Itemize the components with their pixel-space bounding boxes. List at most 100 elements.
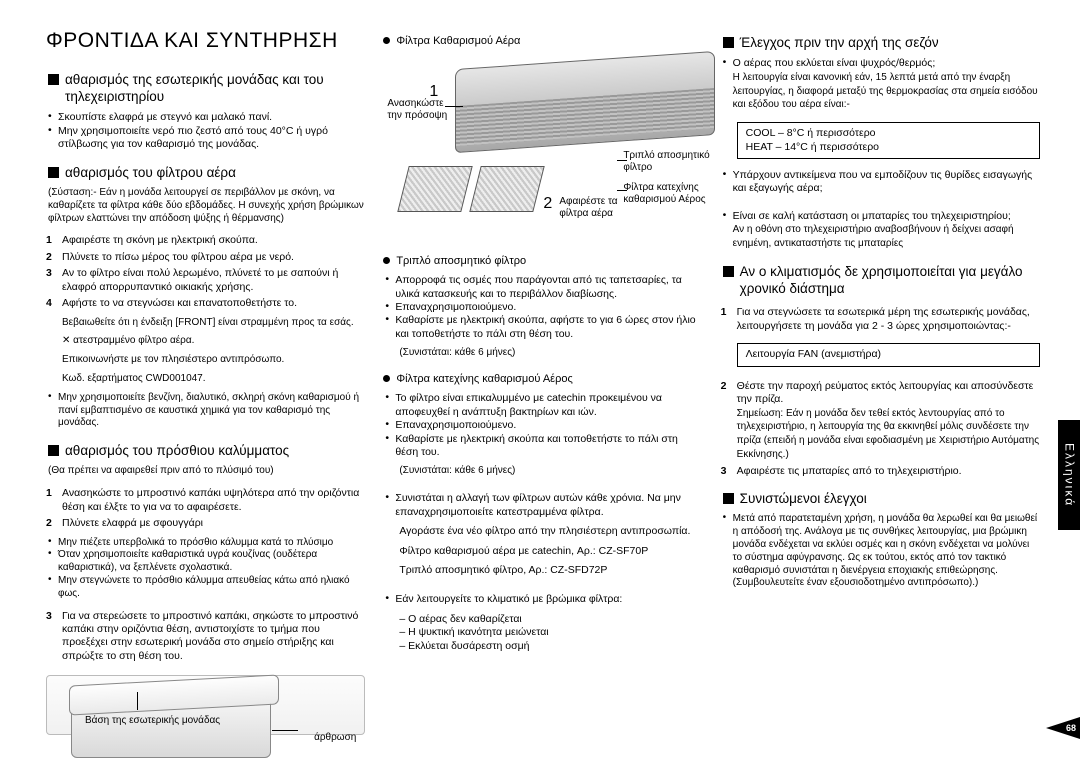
list-item: Ο αέρας που εκλύεται είναι ψυχρός/θερμός…: [723, 57, 1040, 112]
fan-mode-box: Λειτουργία FAN (ανεμιστήρα): [737, 343, 1040, 366]
list-item: Όταν χρησιμοποιείτε καθαριστικά υγρά κου…: [48, 549, 365, 575]
replace-list: Συνιστάται η αλλαγή των φίλτρων αυτών κά…: [383, 492, 702, 519]
sec-recommended: Συνιστώμενοι έλεγχοι: [721, 490, 1040, 507]
sub-catechin-filter: Φίλτρα κατεχίνης καθαρισμού Αέρος: [383, 372, 702, 386]
sec-clean-unit-list: Σκουπίστε ελαφρά με στεγνό και μαλακό πα…: [46, 111, 365, 151]
list-item: Αφαιρέστε τις μπαταρίες από το τηλεχειρι…: [721, 465, 1040, 478]
leader-line: [617, 190, 627, 191]
long-idle-steps: Για να στεγνώσετε τα εσωτερικά μέρη της …: [721, 303, 1040, 333]
sub-triple-filter: Τριπλό αποσμητικό φίλτρο: [383, 254, 702, 268]
list-item: Συνιστάται η αλλαγή των φίλτρων αυτών κά…: [385, 492, 702, 519]
list-item: Για να στεγνώσετε τα εσωτερικά μέρη της …: [721, 306, 1040, 333]
list-item: Το φίλτρο είναι επικαλυμμένο με catechin…: [385, 392, 702, 419]
leader-line: [617, 160, 627, 161]
precheck-q1: Ο αέρας που εκλύεται είναι ψυχρός/θερμός…: [733, 57, 936, 69]
list-item: Μην χρησιμοποιείτε νερό πιο ζεστό από το…: [48, 125, 365, 152]
manual-page: ΦΡΟΝΤΙΔΑ ΚΑΙ ΣΥΝΤΗΡΗΣΗ αθαρισμός της εσω…: [0, 0, 1080, 763]
precheck-list: Ο αέρας που εκλύεται είναι ψυχρός/θερμός…: [721, 57, 1040, 112]
temp-cool: COOL – 8°C ή περισσότερο: [746, 127, 1031, 140]
dash-item: – Ο αέρας δεν καθαρίζεται: [399, 613, 702, 626]
column-3: Έλεγχος πριν την αρχή της σεζόν Ο αέρας …: [721, 28, 1040, 735]
precheck-list-3: Είναι σε καλή κατάσταση οι μπαταρίες του…: [721, 210, 1040, 251]
dirty-results: – Ο αέρας δεν καθαρίζεται – Η ψυκτική ικ…: [383, 613, 702, 653]
temp-heat: HEAT – 14°C ή περισσότερο: [746, 141, 1031, 154]
sec-recommended-label: Συνιστώμενοι έλεγχοι: [740, 490, 867, 507]
list-item: Μην πιέζετε υπερβολικά το πρόσθιο κάλυμμ…: [48, 537, 365, 550]
chem-warn: Μην χρησιμοποιείτε βενζίνη, διαλυτικό, σ…: [46, 392, 365, 430]
list-item: Θέστε την παροχή ρεύματος εκτός λειτουργ…: [721, 380, 1040, 462]
sub-triple-filter-label: Τριπλό αποσμητικό φίλτρο: [396, 254, 526, 268]
sec-front-cover-steps: Ανασηκώστε το μπροστινό καπάκι υψηλότερα…: [46, 484, 365, 530]
filter-shape: [470, 166, 545, 212]
sub-triple-filter-list: Απορροφά τις οσμές που παράγονται από τι…: [383, 274, 702, 341]
ac-body-shape: [455, 51, 715, 153]
fig-label-raise: Ανασηκώστε την πρόσοψη: [387, 98, 449, 121]
sub-catechin-filter-list: Το φίλτρο είναι επικαλυμμένο με catechin…: [383, 392, 702, 459]
list-item: Είναι σε καλή κατάσταση οι μπαταρίες του…: [723, 210, 1040, 251]
sec-long-idle-label: Αν ο κλιματισμός δε χρησιμοποιείται για …: [740, 263, 1040, 298]
sec-front-cover-intro: (Θα πρέπει να αφαιρεθεί πριν από το πλύσ…: [46, 465, 365, 478]
sub-air-filters-label: Φίλτρα Καθαρισμού Αέρα: [396, 34, 520, 48]
precheck-q1-sub: Η λειτουργία είναι κανονική εάν, 15 λεπτ…: [733, 72, 1038, 111]
leader-line: [137, 692, 138, 710]
list-item: Απορροφά τις οσμές που παράγονται από τι…: [385, 274, 702, 301]
list-item: Σκουπίστε ελαφρά με στεγνό και μαλακό πα…: [48, 111, 365, 124]
sub-air-filters: Φίλτρα Καθαρισμού Αέρα: [383, 34, 702, 48]
sec-front-cover-step3: Για να στερεώσετε το μπροστινό καπάκι, σ…: [46, 607, 365, 664]
sec-precheck-label: Έλεγχος πριν την αρχή της σεζόν: [740, 34, 939, 51]
list-item: Επαναχρησιμοποιούμενο.: [385, 419, 702, 432]
damaged-filter-note: ✕ ατεστραμμένο φίλτρο αέρα.: [46, 335, 365, 348]
precheck-list-2: Υπάρχουν αντικείμενα που να εμποδίζουν τ…: [721, 169, 1040, 196]
part-triple: Τριπλό αποσμητικό φίλτρο, Αρ.: CZ-SFD72P: [383, 564, 702, 577]
figure-filters: 1 2 Ανασηκώστε την πρόσοψη Αφαιρέστε τα …: [383, 56, 702, 242]
recommended-list: Μετά από παρατεταμένη χρήση, η μονάδα θα…: [721, 513, 1040, 590]
sec-clean-filter: αθαρισμός του φίλτρου αέρα: [46, 164, 365, 181]
dash-text: Ο αέρας δεν καθαρίζεται: [408, 613, 522, 625]
precheck-q3: Είναι σε καλή κατάσταση οι μπαταρίες του…: [733, 210, 1011, 222]
page-title: ΦΡΟΝΤΙΔΑ ΚΑΙ ΣΥΝΤΗΡΗΣΗ: [46, 28, 365, 55]
contact-note-2: Κωδ. εξαρτήματος CWD001047.: [46, 373, 365, 386]
fig-label-triple: Τριπλό αποσμητικό φίλτρο: [623, 150, 733, 173]
dirty-filter-lead: Εάν λειτουργείτε το κλιματικό με βρώμικα…: [383, 593, 702, 606]
fig-label-base: Βάση της εσωτερικής μονάδας: [85, 715, 220, 728]
language-tab: Ελληνικά: [1058, 420, 1080, 530]
step2-note: Σημείωση: Εάν η μονάδα δεν τεθεί εκτός λ…: [737, 408, 1039, 460]
page-number: 68: [1066, 723, 1076, 735]
sec-long-idle: Αν ο κλιματισμός δε χρησιμοποιείται για …: [721, 263, 1040, 298]
sec-clean-unit-label: αθαρισμός της εσωτερικής μονάδας και του…: [65, 71, 365, 106]
column-1: ΦΡΟΝΤΙΔΑ ΚΑΙ ΣΥΝΤΗΡΗΣΗ αθαρισμός της εσω…: [46, 28, 365, 735]
sec-clean-unit: αθαρισμός της εσωτερικής μονάδας και του…: [46, 71, 365, 106]
fig-label-joint: άρθρωση: [314, 732, 356, 745]
list-item: Πλύνετε το πίσω μέρος του φίλτρου αέρα μ…: [46, 251, 365, 264]
sec-front-cover: αθαρισμός του πρόσθιου καλύμματος: [46, 442, 365, 459]
column-2: Φίλτρα Καθαρισμού Αέρα 1 2 Ανασηκώστε τη…: [383, 28, 702, 735]
list-item: Αφήστε το να στεγνώσει και επανατοποθετή…: [46, 297, 365, 310]
list-item: Αν το φίλτρο είναι πολύ λερωμένο, πλύνετ…: [46, 267, 365, 294]
temp-box: COOL – 8°C ή περισσότερο HEAT – 14°C ή π…: [737, 122, 1040, 159]
list-item: Μην στεγνώνετε το πρόσθιο κάλυμμα απευθε…: [48, 575, 365, 601]
leader-line: [272, 730, 298, 731]
figure-indoor-unit: άρθρωση Βάση της εσωτερικής μονάδας: [46, 675, 365, 735]
list-item: Επαναχρησιμοποιούμενο.: [385, 301, 702, 314]
leader-line: [445, 106, 463, 107]
sec-clean-filter-intro: (Σύσταση:- Εάν η μονάδα λειτουργεί σε πε…: [46, 187, 365, 225]
sub-catechin-filter-label: Φίλτρα κατεχίνης καθαρισμού Αέρος: [396, 372, 572, 386]
step2-text: Θέστε την παροχή ρεύματος εκτός λειτουργ…: [737, 380, 1034, 405]
dash-item: – Η ψυκτική ικανότητα μειώνεται: [399, 626, 702, 639]
dash-item: – Εκλύεται δυσάρεστη οσμή: [399, 640, 702, 653]
long-idle-steps-2: Θέστε την παροχή ρεύματος εκτός λειτουργ…: [721, 377, 1040, 479]
sec-clean-filter-steps: Αφαιρέστε τη σκόνη με ηλεκτρική σκούπα. …: [46, 231, 365, 310]
list-item: Αφαιρέστε τη σκόνη με ηλεκτρική σκούπα.: [46, 234, 365, 247]
list-item: Για να στερεώσετε το μπροστινό καπάκι, σ…: [46, 610, 365, 664]
sec-front-cover-label: αθαρισμός του πρόσθιου καλύμματος: [65, 442, 289, 459]
list-item: Μην χρησιμοποιείτε βενζίνη, διαλυτικό, σ…: [48, 392, 365, 430]
part-catechin: Φίλτρο καθαρισμού αέρα με catechin, Αρ.:…: [383, 545, 702, 558]
dash-text: Εκλύεται δυσάρεστη οσμή: [408, 640, 529, 652]
list-item: Καθαρίστε με ηλεκτρική σκούπα και τοποθε…: [385, 433, 702, 460]
triple-interval: (Συνιστάται: κάθε 6 μήνες): [383, 347, 702, 360]
buy-note: Αγοράστε ένα νέο φίλτρο από την πλησιέστ…: [383, 525, 702, 538]
list-item: Ανασηκώστε το μπροστινό καπάκι υψηλότερα…: [46, 487, 365, 514]
precheck-q3-sub: Αν η οθόνη στο τηλεχειριστήριο αναβοσβήν…: [733, 224, 1014, 249]
front-note: Βεβαιωθείτε ότι η ένδειξη [FRONT] είναι …: [46, 317, 365, 330]
sec-clean-filter-label: αθαρισμός του φίλτρου αέρα: [65, 164, 236, 181]
